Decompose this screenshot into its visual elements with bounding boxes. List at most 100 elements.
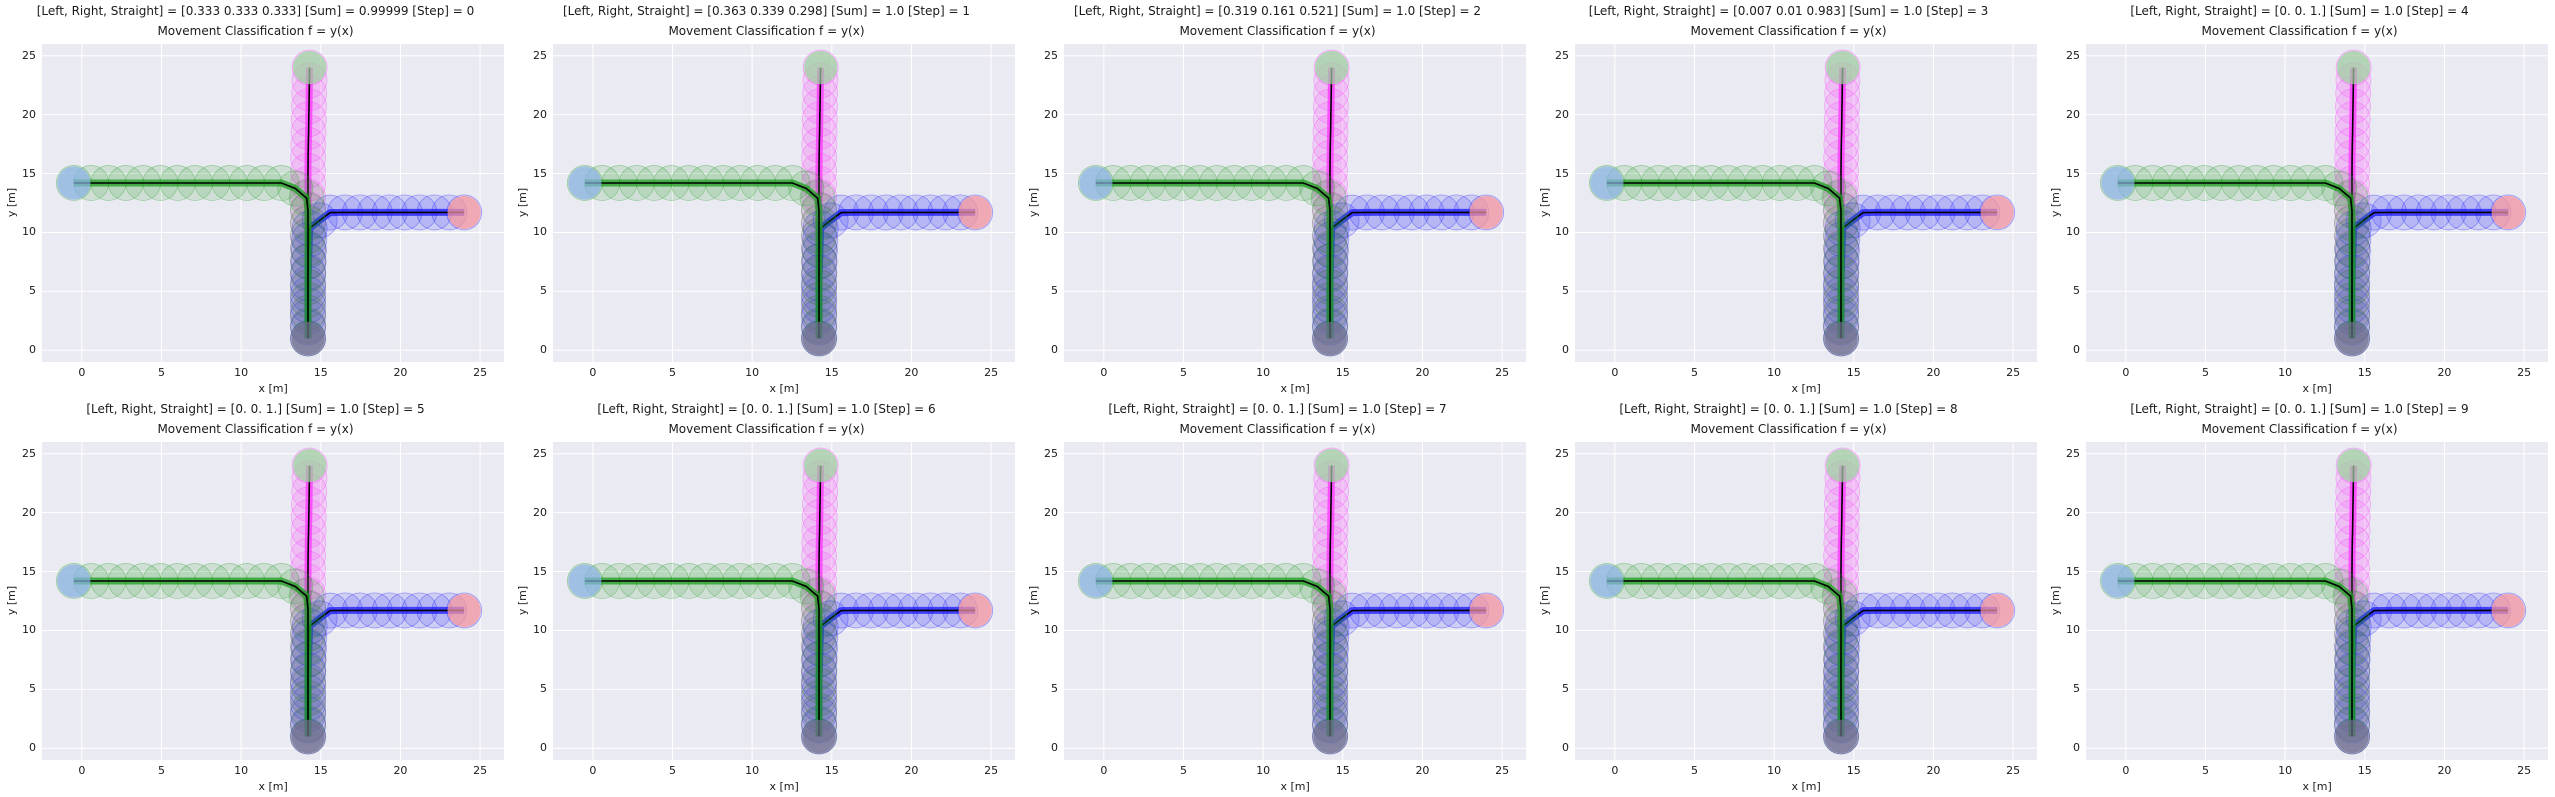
chart-title: [Left, Right, Straight] = [0. 0. 1.] [Su…: [597, 402, 936, 416]
chart-panel-step-3: [Left, Right, Straight] = [0.007 0.01 0.…: [1533, 0, 2044, 398]
y-tick-label: 5: [2073, 284, 2080, 298]
y-axis-label: y [m]: [515, 187, 529, 218]
straight-end-marker: [1825, 50, 1860, 85]
x-tick-label: 25: [473, 764, 488, 777]
chart-subtitle: Movement Classification f = y(x): [1179, 24, 1376, 38]
straight-end-marker: [1314, 448, 1349, 483]
y-tick-label: 0: [1562, 741, 1569, 755]
vehicle-start-marker: [802, 321, 836, 356]
chart-title: [Left, Right, Straight] = [0. 0. 1.] [Su…: [2130, 402, 2469, 416]
x-tick-label: 15: [1335, 764, 1350, 777]
trajectory-group: [2099, 447, 2527, 755]
y-tick-label: 10: [1044, 623, 1058, 637]
x-axis-label: x [m]: [1280, 780, 1310, 793]
y-tick-label: 0: [1051, 741, 1058, 755]
right-end-marker: [2491, 593, 2525, 628]
plot-area: [42, 442, 504, 760]
x-tick-label: 0: [78, 764, 86, 777]
vehicle-start-marker: [2335, 719, 2369, 754]
y-tick-label: 15: [22, 166, 36, 180]
x-axis-label: x [m]: [1280, 382, 1310, 395]
x-tick-label: 0: [78, 366, 86, 379]
y-tick-label: 20: [22, 505, 36, 519]
y-axis-label: y [m]: [4, 585, 18, 616]
left-predicted-path: [73, 182, 309, 339]
y-tick-label: 25: [533, 446, 547, 460]
x-tick-label: 10: [234, 366, 249, 379]
x-tick-label: 15: [313, 764, 328, 777]
y-tick-label: 0: [1051, 343, 1058, 357]
x-tick-label: 25: [2517, 764, 2532, 777]
chart-title: [Left, Right, Straight] = [0.333 0.333 0…: [36, 4, 475, 18]
x-tick-label: 5: [668, 764, 676, 777]
chart-subtitle: Movement Classification f = y(x): [157, 422, 354, 436]
x-tick-label: 10: [745, 764, 760, 777]
y-tick-label: 15: [1044, 564, 1058, 578]
y-tick-label: 25: [1044, 446, 1058, 460]
y-tick-label: 20: [533, 107, 547, 121]
x-tick-label: 25: [2006, 764, 2021, 777]
y-tick-label: 5: [29, 284, 36, 298]
chart-title: [Left, Right, Straight] = [0. 0. 1.] [Su…: [1619, 402, 1958, 416]
x-tick-label: 10: [1256, 764, 1271, 777]
y-tick-label: 5: [2073, 682, 2080, 696]
y-tick-label: 20: [533, 505, 547, 519]
y-tick-label: 20: [1044, 505, 1058, 519]
right-end-marker: [958, 593, 992, 628]
right-end-marker: [1980, 195, 2014, 230]
x-tick-label: 20: [1926, 764, 1941, 777]
plot-area: [1575, 44, 2037, 362]
chart-panel-step-1: [Left, Right, Straight] = [0.363 0.339 0…: [511, 0, 1022, 398]
chart-panel-step-8: [Left, Right, Straight] = [0. 0. 1.] [Su…: [1533, 398, 2044, 796]
y-tick-label: 15: [533, 564, 547, 578]
y-tick-label: 5: [1051, 682, 1058, 696]
chart-subtitle: Movement Classification f = y(x): [1179, 422, 1376, 436]
y-tick-label: 25: [1044, 48, 1058, 62]
plot-area: [1064, 44, 1526, 362]
y-axis-label: y [m]: [4, 187, 18, 218]
y-tick-label: 15: [1555, 564, 1569, 578]
y-tick-label: 10: [22, 225, 36, 239]
x-tick-label: 20: [904, 764, 919, 777]
x-tick-label: 0: [589, 764, 597, 777]
left-predicted-path: [2117, 580, 2353, 737]
chart-title: [Left, Right, Straight] = [0. 0. 1.] [Su…: [1108, 402, 1447, 416]
y-tick-label: 25: [1555, 446, 1569, 460]
x-tick-label: 20: [393, 366, 408, 379]
left-start-marker: [1079, 564, 1113, 598]
y-tick-label: 15: [1555, 166, 1569, 180]
chart-panel-step-2: [Left, Right, Straight] = [0.319 0.161 0…: [1022, 0, 1533, 398]
straight-end-marker: [1314, 50, 1349, 85]
trajectory-group: [1077, 447, 1505, 755]
chart-subtitle: Movement Classification f = y(x): [668, 422, 865, 436]
y-tick-label: 25: [533, 48, 547, 62]
chart-title: [Left, Right, Straight] = [0. 0. 1.] [Su…: [86, 402, 425, 416]
right-end-marker: [2491, 195, 2525, 230]
y-axis-label: y [m]: [2048, 187, 2062, 218]
x-tick-label: 20: [1415, 366, 1430, 379]
chart-panel-step-4: [Left, Right, Straight] = [0. 0. 1.] [Su…: [2044, 0, 2555, 398]
straight-end-marker: [1825, 448, 1860, 483]
x-tick-label: 0: [1611, 366, 1619, 379]
trajectory-group: [55, 447, 483, 755]
y-tick-label: 20: [1555, 107, 1569, 121]
y-tick-label: 5: [1051, 284, 1058, 298]
straight-end-marker: [803, 448, 838, 483]
plot-area: [1575, 442, 2037, 760]
chart-panel-step-0: [Left, Right, Straight] = [0.333 0.333 0…: [0, 0, 511, 398]
x-axis-label: x [m]: [258, 780, 288, 793]
y-tick-label: 10: [2066, 623, 2080, 637]
straight-end-marker: [2336, 448, 2371, 483]
chart-title: [Left, Right, Straight] = [0.007 0.01 0.…: [1588, 4, 1989, 18]
left-start-marker: [2101, 564, 2135, 598]
x-tick-label: 15: [824, 366, 839, 379]
x-axis-label: x [m]: [258, 382, 288, 395]
left-start-marker: [1590, 166, 1624, 200]
right-end-marker: [447, 195, 481, 230]
x-tick-label: 20: [2437, 366, 2452, 379]
x-tick-label: 10: [745, 366, 760, 379]
x-tick-label: 5: [1690, 764, 1698, 777]
y-tick-label: 25: [2066, 446, 2080, 460]
chart-panel-step-5: [Left, Right, Straight] = [0. 0. 1.] [Su…: [0, 398, 511, 796]
axes-background: [2086, 44, 2548, 362]
